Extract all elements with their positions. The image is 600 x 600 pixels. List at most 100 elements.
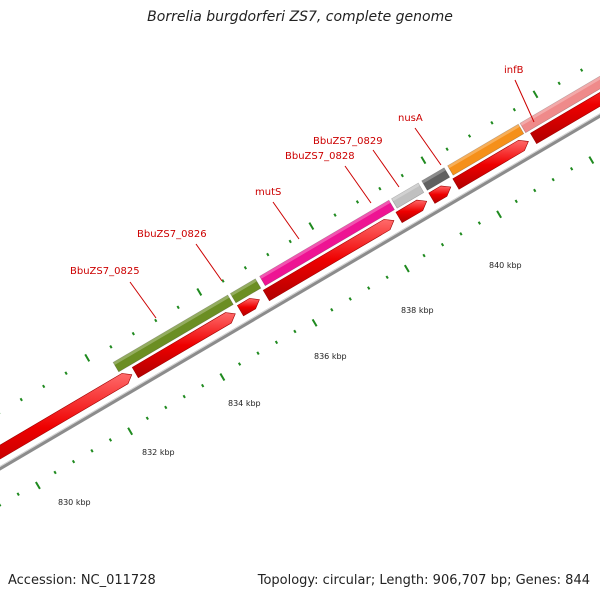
inner-tick [533,188,537,193]
label-leader-line [344,165,372,204]
inner-tick [127,427,134,436]
inner-tick [145,416,149,421]
label-leader-line [414,127,442,166]
map-title: Borrelia burgdorferi ZS7, complete genom… [147,9,453,25]
genome-backbone [0,113,600,471]
outer-tick [288,239,292,244]
inner-tick [90,448,94,453]
label-leader-line [195,243,223,282]
outer-tick [420,156,427,165]
inner-tick [569,166,574,171]
gene-label-bbuzs7_0829: BbuZS7_0829 [313,136,383,147]
inner-tick [348,297,352,301]
gene-sheen [391,183,420,202]
outer-tick [64,371,68,376]
label-leader-line [514,79,535,123]
outer-tick-marks [0,68,584,414]
inner-tick [164,405,168,410]
gene-label-bbuzs7_0826: BbuZS7_0826 [137,229,207,240]
label-leader-line [372,149,400,188]
outer-tick [532,90,539,99]
scale-label: 834 kbp [228,399,261,408]
outer-tick [266,252,270,257]
label-leader-line [129,281,157,319]
outer-tick [333,213,337,217]
gene-label-infb: infB [504,65,524,76]
scale-labels: 830 kbp 832 kbp 834 kbp 836 kbp 838 kbp 840 k… [58,261,522,507]
gene-sheen [447,124,520,169]
label-leader-line [272,201,300,240]
outer-tick [131,331,135,336]
cds-feature [428,185,452,204]
gene-label-leaders [129,79,535,319]
genome-summary-text: Topology: circular; Length: 906,707 bp; … [257,573,590,588]
outer-tick [467,134,472,138]
outer-tick [512,107,516,112]
inner-tick [385,275,389,280]
inner-tick [71,459,76,464]
inner-tick [293,329,297,334]
gene-feature [112,294,234,373]
inner-tick [274,340,279,345]
gene-feature [421,167,451,191]
outer-tick [579,68,584,72]
gene-feature [447,123,525,176]
cds-feature [131,312,236,379]
accession-text: Accession: NC_011728 [8,573,156,588]
outer-tick [400,173,404,178]
backbone-line [0,113,600,471]
cds-feature [530,91,600,145]
inner-tick [311,318,318,327]
gene-label-bbuzs7_0828: BbuZS7_0828 [285,151,355,162]
outer-tick [84,353,91,362]
cds-feature [236,298,260,317]
outer-tick [154,318,158,323]
inner-tick [403,264,410,273]
inner-tick [182,394,186,399]
outer-tick [355,200,360,204]
inner-tick [237,362,242,366]
gene-track [112,75,600,373]
outer-tick [308,222,315,231]
gene-labels: BbuZS7_0825 BbuZS7_0826 mutS BbuZS7_0828 Bbu… [70,65,524,277]
inner-tick [219,373,226,381]
outer-tick [243,265,248,270]
gene-label-muts: mutS [255,187,281,198]
inner-tick [459,232,463,236]
scale-label: 840 kbp [489,261,522,270]
gene-sheen [259,200,391,279]
outer-tick [176,305,180,310]
outer-tick [490,121,494,125]
inner-tick [108,438,113,442]
inner-tick [514,199,518,204]
cds-feature [452,139,529,190]
inner-tick [551,177,555,182]
gene-label-nusa: nusA [398,113,423,124]
gene-sheen [421,167,446,184]
outer-tick [221,279,225,283]
gene-feature [259,199,395,287]
inner-tick [201,383,205,388]
cds-feature [0,373,133,460]
outer-tick [109,345,113,349]
outer-tick [42,384,46,389]
scale-label: 830 kbp [58,498,91,507]
inner-tick [440,242,445,247]
inner-tick-marks [0,156,595,507]
gene-sheen [113,295,230,365]
inner-tick [256,351,260,355]
inner-tick [477,221,482,225]
scale-label: 832 kbp [142,448,175,457]
outer-tick [378,186,382,191]
outer-tick [196,288,203,296]
inner-tick [53,470,57,475]
inner-tick [496,210,502,219]
cds-feature [395,199,428,224]
outer-tick [445,147,449,151]
scale-label: 836 kbp [314,352,347,361]
outer-tick [19,397,23,402]
gene-label-bbuzs7_0825: BbuZS7_0825 [70,266,140,277]
outer-tick [557,81,561,86]
gene-feature [519,75,600,134]
